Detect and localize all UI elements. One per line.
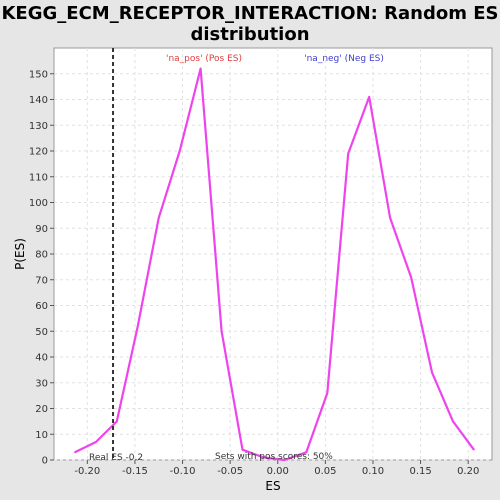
data-point [241, 448, 244, 451]
y-tick-label: 40 [35, 353, 48, 364]
data-point [305, 451, 308, 454]
x-tick-label: 0.20 [457, 466, 479, 477]
y-tick-label: 120 [29, 147, 48, 158]
chart-title-line-2: distribution [190, 24, 309, 45]
data-point [178, 150, 181, 152]
data-point [283, 459, 286, 461]
grid [54, 48, 492, 461]
data-point [74, 451, 76, 454]
y-axis-label: P(ES) [13, 238, 27, 270]
x-axis-label: ES [265, 479, 280, 493]
y-tick-label: 50 [35, 327, 48, 338]
data-point [116, 420, 118, 423]
data-point [473, 448, 475, 451]
y-tick-label: 140 [29, 95, 48, 106]
data-point [347, 152, 350, 155]
series-line [74, 67, 475, 462]
data-point [389, 217, 391, 219]
x-tick-label: -0.15 [122, 466, 148, 477]
y-tick-label: 90 [35, 224, 48, 235]
data-point [220, 330, 223, 333]
data-point [326, 392, 329, 394]
y-tick-label: 110 [29, 172, 48, 183]
y-tick-label: 100 [29, 198, 48, 209]
axes: 0 10 20 30 40 50 60 70 80 90 100 110 120 130 140 150 -0.… [29, 69, 479, 477]
y-tick-label: 130 [29, 121, 48, 132]
y-tick-label: 30 [35, 378, 48, 389]
x-tick-label: 0.10 [362, 466, 384, 477]
data-point [262, 456, 265, 459]
data-point [368, 96, 370, 98]
x-tick-label: 0.00 [267, 466, 289, 477]
x-tick-label: 0.15 [409, 466, 431, 477]
real-es-label: Real ES -0.2 [89, 453, 143, 463]
data-point [431, 371, 433, 374]
data-point [136, 325, 139, 327]
series-layer [74, 67, 475, 462]
x-tick-label: 0.05 [314, 466, 336, 477]
y-tick-label: 70 [35, 275, 48, 286]
sets-pos-scores-label: Sets with pos scores: 50% [215, 452, 333, 462]
y-tick-label: 60 [35, 301, 48, 312]
neg-es-label: 'na_neg' (Neg ES) [304, 54, 384, 64]
y-tick-label: 10 [35, 430, 48, 441]
data-point [95, 441, 97, 443]
y-tick-label: 20 [35, 404, 48, 415]
y-tick-label: 150 [29, 69, 48, 80]
data-point [410, 276, 412, 278]
y-tick-label: 80 [35, 250, 48, 261]
data-point [157, 217, 160, 219]
chart-title-line-1: KEGG_ECM_RECEPTOR_INTERACTION: Random ES [1, 3, 498, 24]
pos-es-label: 'na_pos' (Pos ES) [166, 54, 242, 64]
data-point [452, 420, 454, 423]
y-tick-label: 0 [42, 456, 48, 467]
data-point [199, 67, 202, 70]
x-tick-label: -0.10 [170, 466, 196, 477]
x-tick-label: -0.20 [74, 466, 100, 477]
x-tick-label: -0.05 [217, 466, 243, 477]
